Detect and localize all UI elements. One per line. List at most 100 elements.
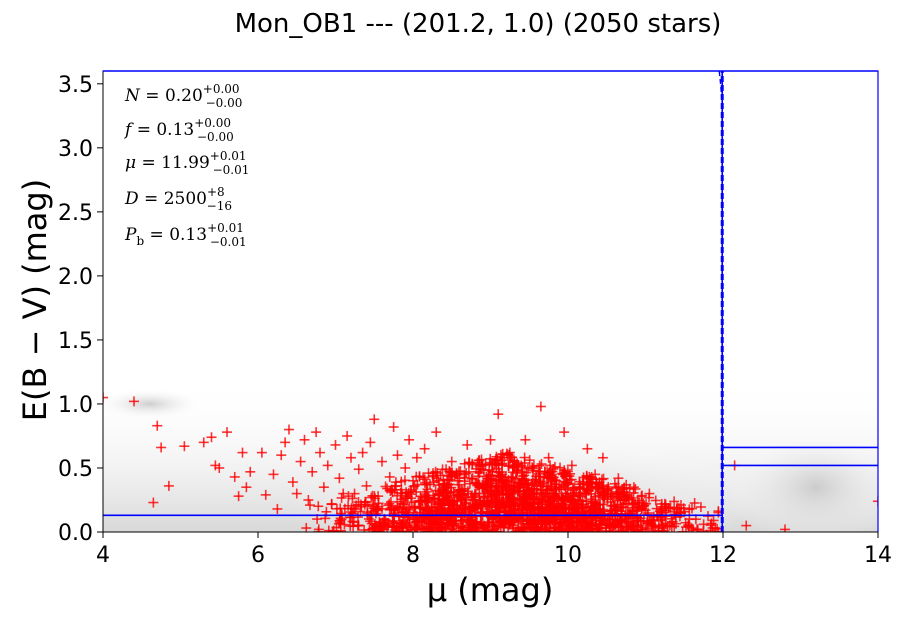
star-point [600, 523, 611, 532]
star-point [598, 473, 609, 484]
star-point [245, 466, 256, 477]
star-point [524, 455, 535, 466]
y-tick-label: 3.0 [58, 137, 93, 162]
star-point [541, 484, 552, 495]
star-point [614, 491, 625, 502]
star-point [384, 498, 395, 509]
star-point [429, 494, 440, 505]
star-point [456, 484, 467, 495]
star-point [412, 479, 423, 490]
star-point [304, 500, 315, 511]
star-point [628, 498, 639, 509]
star-point [562, 466, 573, 477]
star-point [233, 491, 244, 502]
star-point [644, 492, 655, 503]
star-point [222, 427, 232, 438]
star-point [256, 447, 267, 458]
star-point [560, 468, 571, 479]
star-point [260, 489, 271, 500]
star-point [463, 466, 474, 477]
star-point [427, 468, 438, 479]
star-point [503, 487, 514, 498]
star-point [624, 493, 635, 504]
star-point [551, 479, 562, 490]
star-point [504, 450, 515, 461]
star-point [489, 459, 500, 470]
star-point [610, 504, 621, 515]
star-point [599, 489, 610, 500]
star-point [471, 500, 482, 511]
star-point [476, 454, 487, 465]
star-point [435, 486, 446, 497]
star-point [562, 492, 573, 503]
star-point [323, 525, 334, 532]
star-point [503, 460, 514, 471]
star-point [780, 524, 790, 532]
star-point [517, 516, 528, 527]
star-point [542, 502, 553, 513]
star-point [670, 518, 681, 529]
star-point [404, 502, 415, 513]
star-point [430, 485, 441, 496]
star-points [103, 392, 878, 532]
star-point [373, 521, 384, 532]
star-point [365, 437, 376, 448]
star-point [418, 472, 429, 483]
star-point [467, 512, 478, 523]
star-point [156, 442, 167, 453]
star-point [573, 490, 584, 501]
star-point [405, 484, 416, 495]
star-point [520, 434, 531, 445]
star-point [443, 480, 454, 491]
x-axis-label: μ (mag) [427, 571, 554, 609]
star-point [631, 504, 642, 515]
fit-annotations: N = 0.20+0.00 −0.00 f = 0.13+0.00 −0.00 μ … [123, 82, 249, 249]
star-point [384, 471, 395, 482]
star-point [448, 486, 459, 497]
star-point [448, 496, 459, 507]
star-point [582, 485, 593, 496]
star-point [492, 496, 503, 507]
star-point [303, 494, 314, 505]
star-point [610, 519, 621, 530]
star-point [528, 461, 539, 472]
star-point [481, 475, 492, 486]
star-point [478, 482, 489, 493]
star-point [518, 485, 529, 496]
star-point [349, 488, 360, 499]
star-point [529, 483, 540, 494]
star-point [678, 503, 689, 514]
star-point [387, 516, 398, 527]
star-point [585, 474, 596, 485]
star-point [633, 515, 644, 526]
star-point [484, 464, 495, 475]
star-point [472, 480, 483, 491]
star-point [421, 486, 432, 497]
star-point [237, 447, 248, 458]
star-point [379, 515, 390, 526]
star-point [545, 525, 556, 532]
star-point [540, 489, 551, 500]
star-point [695, 502, 706, 513]
star-point [598, 514, 609, 525]
star-point [330, 439, 341, 450]
star-point [490, 480, 501, 491]
star-point [543, 452, 554, 463]
star-point [103, 392, 108, 403]
star-point [653, 520, 664, 531]
star-point [353, 464, 364, 475]
star-point [371, 503, 382, 514]
star-point [491, 463, 502, 474]
star-point [705, 525, 716, 532]
star-point [347, 493, 358, 504]
star-point [527, 462, 538, 473]
star-point [506, 508, 517, 519]
star-point [299, 434, 310, 445]
star-point [369, 522, 380, 532]
star-point [712, 523, 723, 532]
star-point [284, 424, 294, 435]
star-point [648, 515, 659, 526]
annotation-f: f = 0.13+0.00 −0.00 [123, 116, 234, 144]
star-point [163, 480, 174, 491]
star-point [434, 480, 445, 491]
